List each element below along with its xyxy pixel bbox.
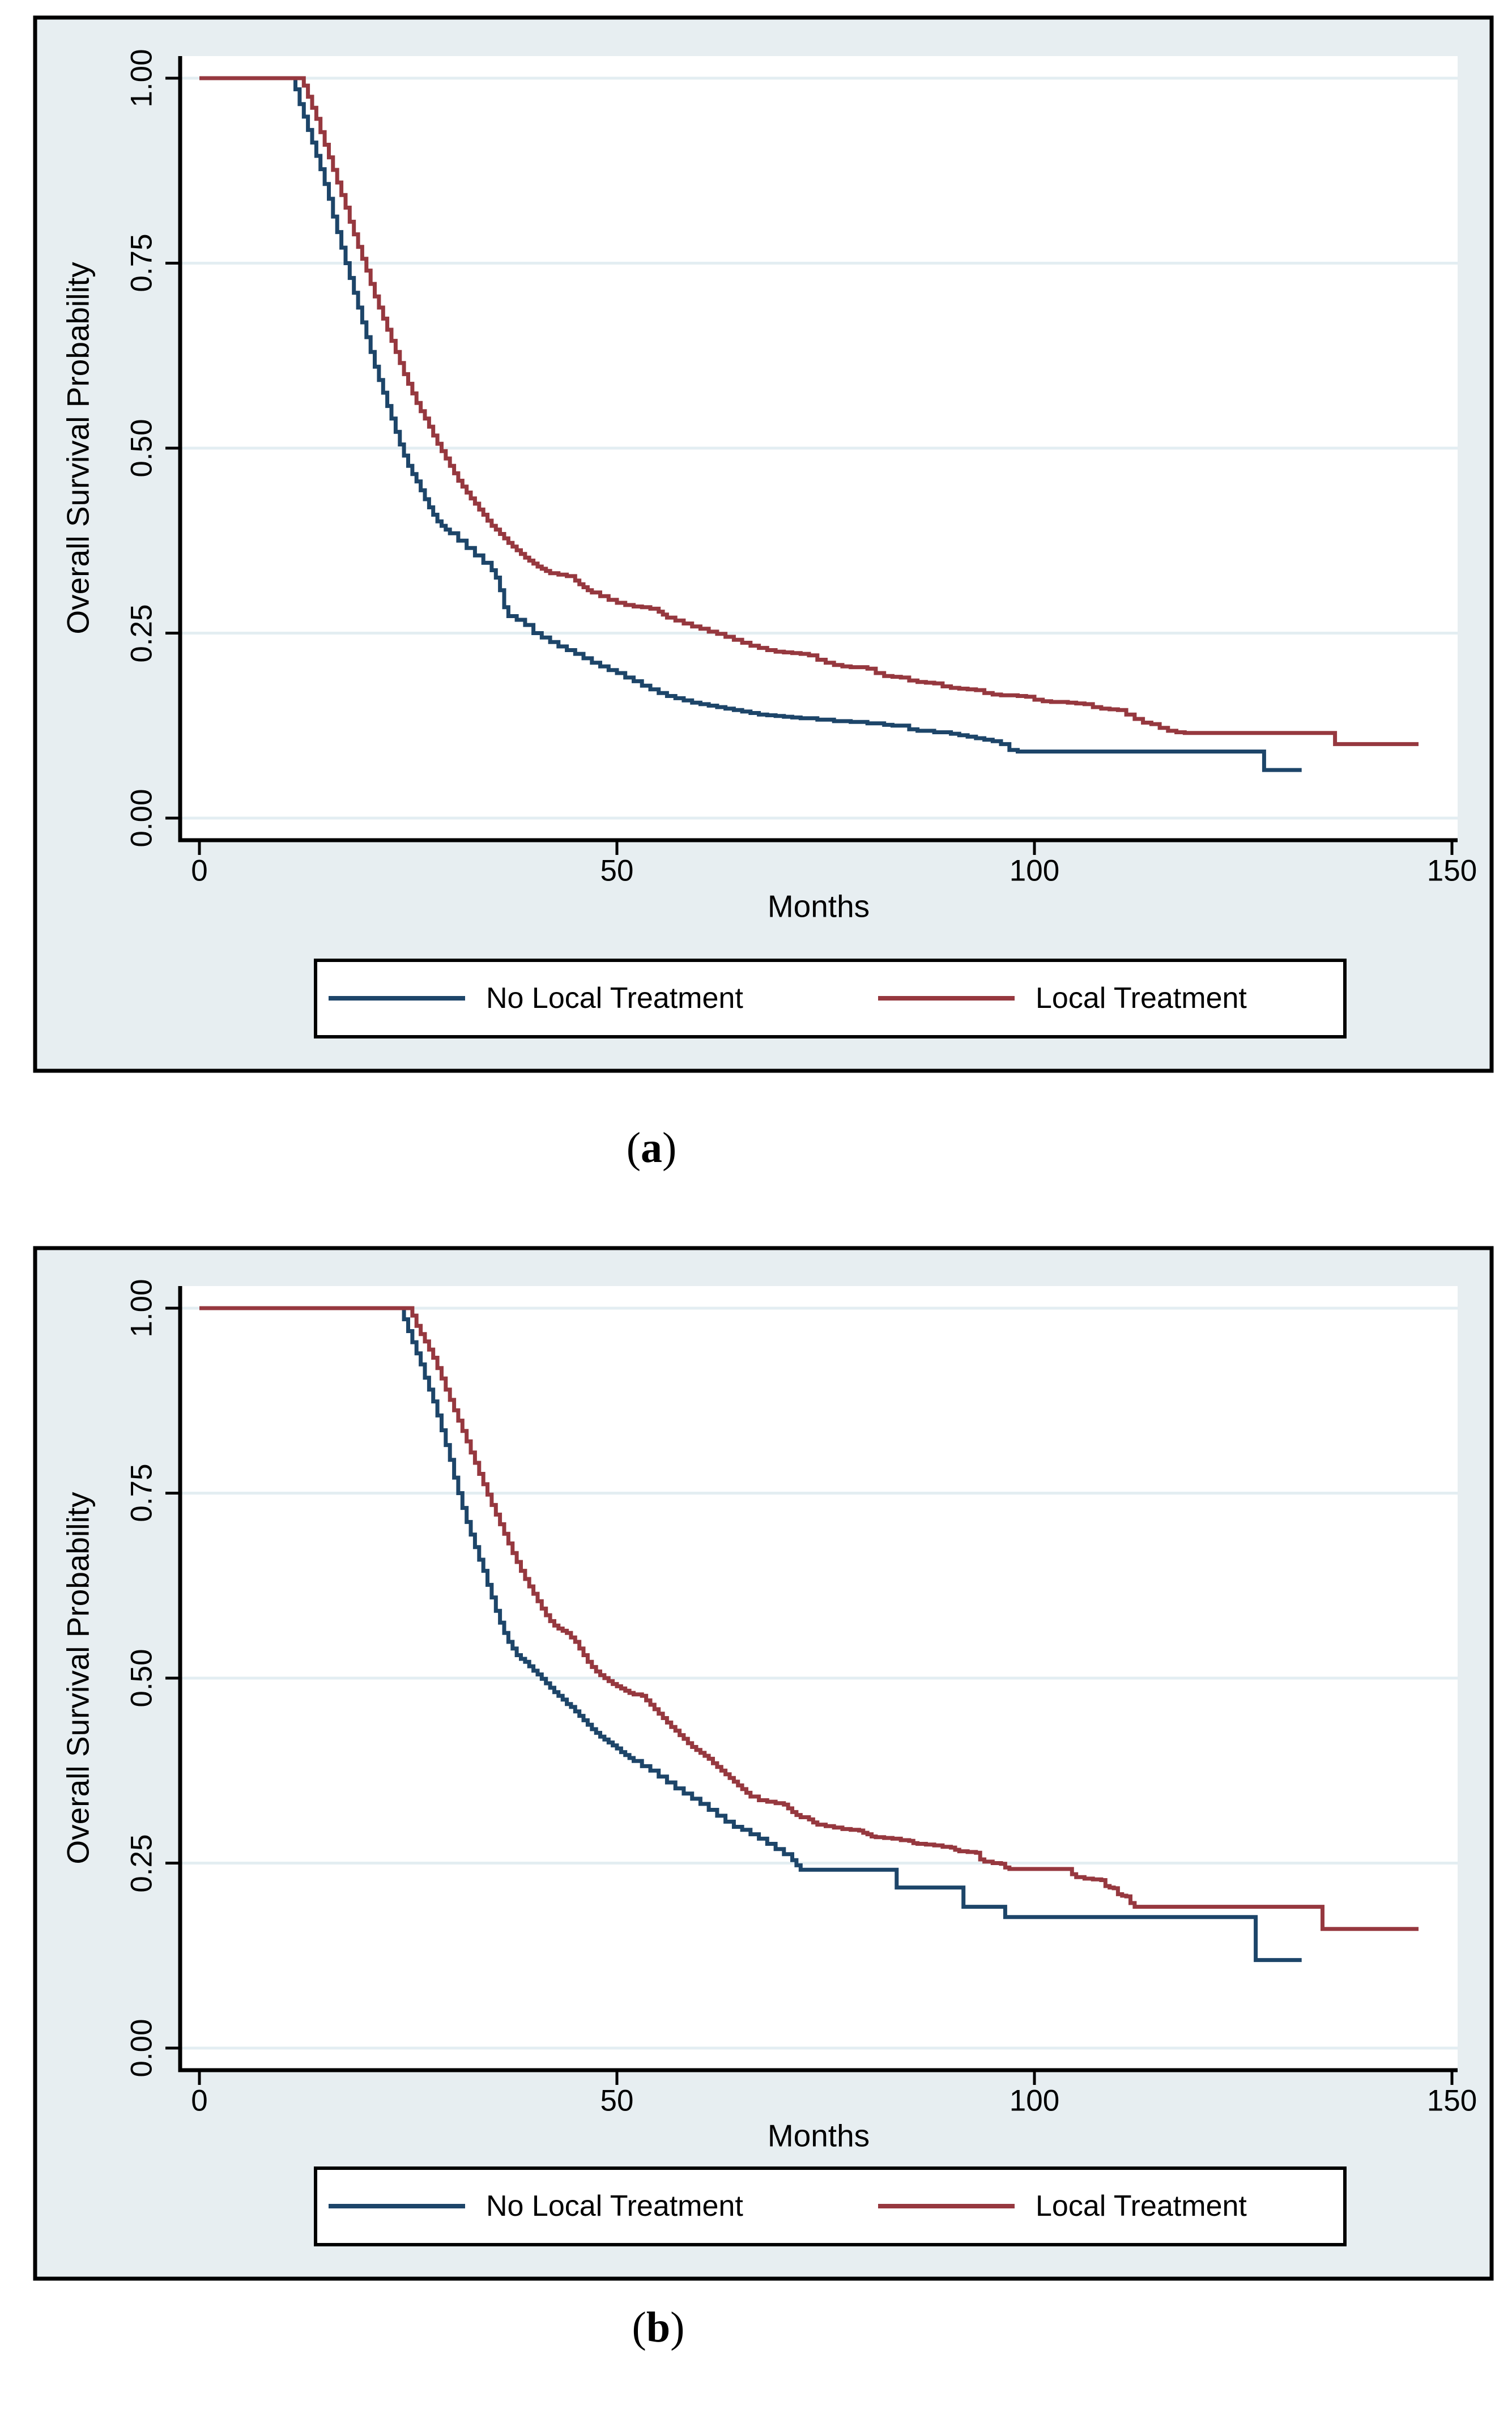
panel-b-legend-label-local-treatment: Local Treatment	[1036, 2190, 1247, 2223]
panel-b-x-tick-label-150: 150	[1426, 2084, 1477, 2118]
km-curve-b-local-treatment	[199, 1306, 1419, 1931]
panel-b-x-axis-ticks	[198, 2070, 1454, 2085]
panel-a-caption: (a)	[627, 1126, 677, 1169]
panel-a-y-tick-label-1.00: 1.00	[125, 49, 159, 108]
panel-b-caption: (b)	[632, 2306, 685, 2349]
km-curve-a-local-treatment	[199, 76, 1419, 746]
panel-b-y-tick-label-0.50: 0.50	[125, 1649, 159, 1708]
panel-a-y-tick-label-0.75: 0.75	[125, 233, 159, 292]
panel-a-y-tick-label-0.50: 0.50	[125, 419, 159, 478]
panel-a-gridlines	[180, 76, 1458, 820]
panel-b-caption-close: )	[670, 2304, 685, 2351]
panel-b-y-tick-label-1.00: 1.00	[125, 1279, 159, 1338]
panel-a-caption-open: (	[626, 1124, 641, 1172]
panel-a-legend-label-no-local-treatment: No Local Treatment	[486, 982, 743, 1015]
panel-b-x-tick-label-100: 100	[1009, 2084, 1060, 2118]
panel-a	[33, 15, 1494, 1073]
panel-b-x-axis-title: Months	[767, 2118, 870, 2153]
panel-a-x-tick-label-150: 150	[1426, 854, 1477, 888]
panel-a-x-tick-label-50: 50	[600, 854, 634, 888]
panel-a-x-axis-ticks	[198, 840, 1454, 855]
panel-a-x-axis-title: Months	[767, 888, 870, 924]
panel-a-caption-close: )	[662, 1124, 677, 1172]
panel-a-caption-letter: a	[641, 1124, 662, 1172]
panel-b-legend-box	[314, 2166, 1347, 2246]
panel-b-y-tick-label-0.75: 0.75	[125, 1463, 159, 1522]
panel-a-x-tick-label-100: 100	[1009, 854, 1060, 888]
panel-b-x-tick-label-50: 50	[600, 2084, 634, 2118]
panel-b-y-axis-title: Overall Survival Probability	[60, 1492, 96, 1865]
panel-b-caption-open: (	[632, 2304, 646, 2351]
panel-b-y-tick-label-0.00: 0.00	[125, 2019, 159, 2078]
panel-b-y-tick-label-0.25: 0.25	[125, 1834, 159, 1893]
panel-a-legend-box	[314, 959, 1347, 1038]
km-curve-b-no-local-treatment	[199, 1306, 1302, 1963]
panel-a-y-tick-label-0.00: 0.00	[125, 789, 159, 848]
panel-a-y-tick-label-0.25: 0.25	[125, 604, 159, 663]
panel-a-y-axis-ticks	[165, 76, 180, 820]
km-curve-a-no-local-treatment	[199, 76, 1302, 772]
panel-b	[33, 1246, 1494, 2281]
panel-b-x-tick-label-0: 0	[191, 2084, 208, 2118]
panel-a-x-tick-label-0: 0	[191, 854, 208, 888]
panel-b-caption-letter: b	[646, 2304, 671, 2351]
panel-b-legend-label-no-local-treatment: No Local Treatment	[486, 2190, 743, 2223]
panel-a-legend-label-local-treatment: Local Treatment	[1036, 982, 1247, 1015]
panel-b-y-axis-ticks	[165, 1306, 180, 2050]
panel-a-y-axis-title: Overall Survival Probability	[60, 262, 96, 635]
